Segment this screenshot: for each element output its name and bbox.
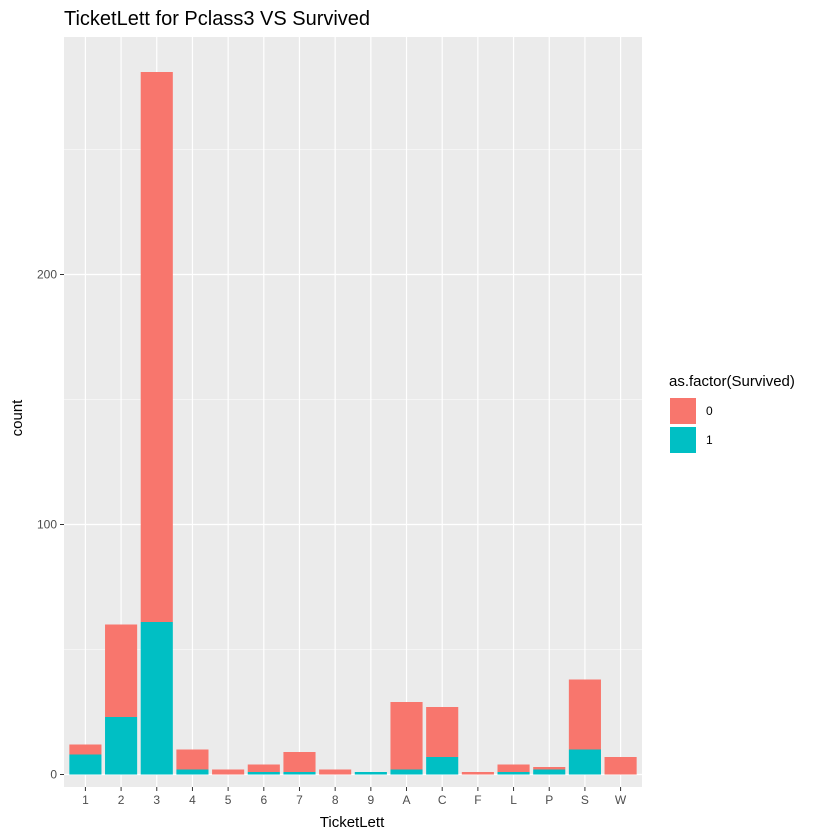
x-axis-ticks: 1 2 3 4 5 6 7 8 9 A C F L P S W bbox=[82, 787, 627, 807]
bar-survived-0-S bbox=[568, 679, 601, 750]
bars bbox=[69, 72, 637, 775]
bar-survived-0-W bbox=[604, 757, 637, 775]
chart-title: TicketLett for Pclass3 VS Survived bbox=[64, 8, 370, 30]
bar-survived-0-F bbox=[461, 772, 494, 775]
bar-survived-0-5 bbox=[212, 769, 245, 775]
x-tick-label: 3 bbox=[153, 793, 160, 807]
bar-survived-1-6 bbox=[247, 772, 280, 775]
x-tick-label: C bbox=[438, 793, 447, 807]
legend-label-1: 1 bbox=[706, 433, 713, 447]
legend: as.factor(Survived) 0 1 bbox=[669, 373, 795, 453]
bar-survived-0-3 bbox=[140, 72, 173, 622]
bar-survived-1-A bbox=[390, 769, 423, 775]
x-tick-label: 4 bbox=[189, 793, 196, 807]
x-tick-label: W bbox=[615, 793, 627, 807]
bar-survived-0-P bbox=[533, 767, 566, 770]
legend-swatch-0 bbox=[670, 398, 696, 424]
x-tick-label: 5 bbox=[225, 793, 232, 807]
x-tick-label: 8 bbox=[332, 793, 339, 807]
y-axis-ticks: 0 100 200 bbox=[37, 268, 64, 782]
x-tick-label: S bbox=[581, 793, 589, 807]
x-tick-label: A bbox=[403, 793, 411, 807]
legend-swatch-1 bbox=[670, 427, 696, 453]
bar-survived-1-3 bbox=[140, 622, 173, 775]
bar-survived-1-7 bbox=[283, 772, 316, 775]
bar-survived-1-4 bbox=[176, 769, 209, 775]
x-tick-label: 9 bbox=[367, 793, 374, 807]
x-tick-label: F bbox=[474, 793, 481, 807]
bar-survived-1-S bbox=[568, 749, 601, 775]
y-tick-label: 0 bbox=[50, 768, 57, 782]
bar-survived-0-1 bbox=[69, 744, 102, 755]
bar-survived-0-2 bbox=[105, 624, 138, 717]
bar-survived-0-8 bbox=[319, 769, 352, 775]
bar-survived-0-C bbox=[426, 707, 459, 757]
bar-survived-1-9 bbox=[354, 772, 387, 775]
bar-survived-1-P bbox=[533, 769, 566, 775]
legend-title: as.factor(Survived) bbox=[669, 373, 795, 390]
x-tick-label: 2 bbox=[118, 793, 125, 807]
x-tick-label: L bbox=[510, 793, 517, 807]
bar-survived-0-L bbox=[497, 764, 530, 772]
x-tick-label: P bbox=[545, 793, 553, 807]
bar-survived-1-L bbox=[497, 772, 530, 775]
bar-survived-0-A bbox=[390, 702, 423, 770]
bar-survived-0-4 bbox=[176, 749, 209, 770]
bar-survived-1-1 bbox=[69, 754, 102, 775]
x-axis-title: TicketLett bbox=[320, 814, 385, 831]
y-axis-title: count bbox=[9, 399, 26, 437]
y-tick-label: 200 bbox=[37, 268, 57, 282]
bar-survived-1-C bbox=[426, 757, 459, 775]
y-tick-label: 100 bbox=[37, 518, 57, 532]
x-tick-label: 7 bbox=[296, 793, 303, 807]
bar-survived-0-6 bbox=[247, 764, 280, 772]
bar-survived-1-2 bbox=[105, 717, 138, 775]
legend-label-0: 0 bbox=[706, 404, 713, 418]
x-tick-label: 6 bbox=[260, 793, 267, 807]
x-tick-label: 1 bbox=[82, 793, 89, 807]
bar-survived-0-7 bbox=[283, 752, 316, 772]
